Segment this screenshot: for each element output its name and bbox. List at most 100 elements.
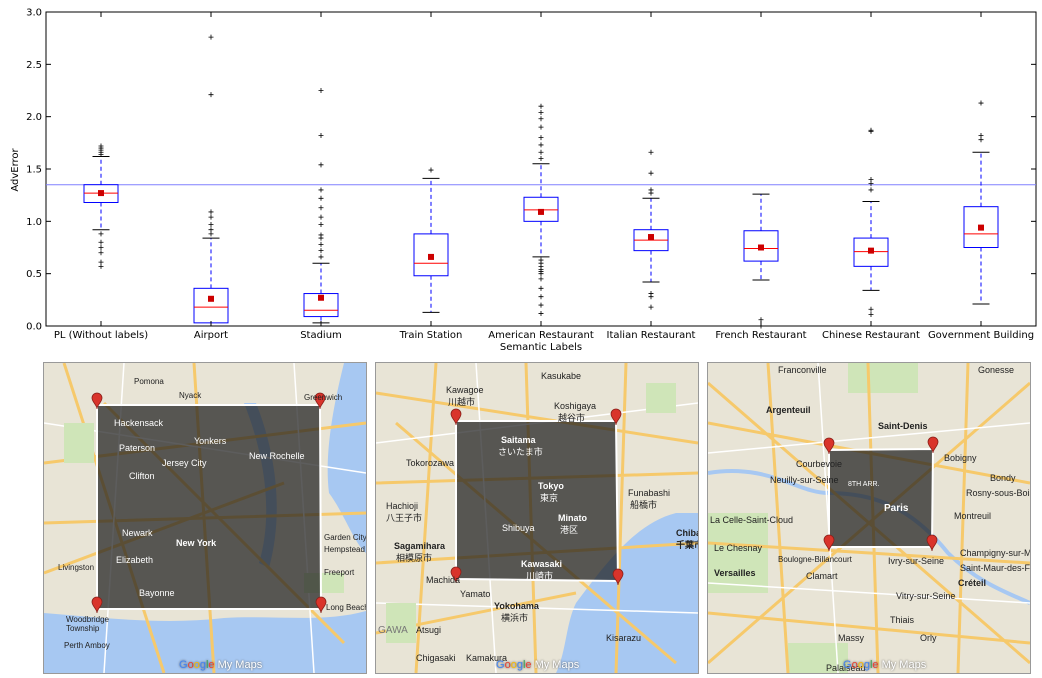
map-label: Vitry-sur-Seine (896, 591, 956, 601)
flier (98, 250, 104, 256)
map-label: Argenteuil (766, 405, 811, 415)
map-label: Yokohama (494, 601, 539, 611)
map-label: Montreuil (954, 511, 992, 521)
flier (208, 221, 214, 227)
flier (978, 100, 984, 106)
flier (868, 311, 874, 317)
map-label: Long Beach (326, 603, 367, 612)
flier (318, 214, 324, 220)
flier (648, 170, 654, 176)
mean-marker (538, 208, 544, 215)
mean-marker (98, 190, 104, 197)
mean-marker (868, 247, 874, 254)
google-my-maps-logo: Google My Maps (179, 659, 263, 671)
flier (318, 254, 324, 260)
flier (98, 239, 104, 245)
map-label: Bayonne (139, 588, 175, 598)
mean-marker (208, 295, 214, 302)
map-label: Boulogne-Billancourt (778, 555, 852, 564)
map-label: Kasukabe (541, 371, 582, 381)
flier (538, 109, 544, 115)
map-label: Hempstead (324, 545, 365, 554)
map-label: Rosny-sous-Bois (966, 488, 1031, 498)
map-label: Minato (558, 513, 587, 523)
map-label: 横浜市 (501, 613, 529, 623)
map-label: 8TH ARR. (848, 481, 880, 488)
map-label: Bobigny (944, 453, 977, 463)
flier (648, 291, 654, 297)
map-label: 越谷市 (558, 413, 586, 423)
flier (98, 143, 104, 149)
map-label: New York (176, 538, 217, 548)
map-label: 港区 (560, 525, 579, 535)
flier (648, 304, 654, 310)
map-label: Hachioji (386, 501, 419, 511)
x-tick-label: Train Station (399, 330, 463, 341)
map-label: Thiais (890, 615, 915, 625)
map-label: 川越市 (448, 397, 476, 407)
map-label: Chiba (676, 528, 699, 538)
map-label: Orly (920, 633, 937, 643)
flier (208, 227, 214, 233)
x-axis-label: Semantic Labels (500, 342, 582, 353)
flier (98, 263, 104, 269)
boxplot-chart: 0.0 0.5 1.0 1.5 2.0 2.5 3.0 PL (Without labels… (10, 8, 1037, 353)
box (193, 287, 229, 324)
map-label: Bondy (990, 473, 1016, 483)
map-label: Saint-Maur-des-Fossés (960, 563, 1031, 573)
mean-marker (758, 244, 764, 251)
x-tick-label: Stadium (300, 330, 342, 341)
map-label: GAWA (378, 625, 408, 636)
map-label: La Celle-Saint-Cloud (710, 515, 794, 525)
flier (868, 187, 874, 193)
flier (538, 285, 544, 291)
map-label: Newark (122, 528, 153, 538)
flier (648, 149, 654, 155)
map-label: 八王子市 (386, 513, 423, 523)
flier (208, 214, 214, 220)
map-label: Paterson (119, 443, 156, 453)
flier (318, 187, 324, 193)
google-my-maps-logo: Google My Maps (843, 659, 927, 671)
map-label: Garden City (324, 533, 367, 542)
x-tick-label: PL (Without labels) (54, 330, 148, 341)
map-label: Saint-Denis (878, 421, 928, 431)
flier (98, 231, 104, 237)
map-label: Elizabeth (116, 555, 154, 565)
flier (538, 149, 544, 155)
flier (98, 245, 104, 250)
flier (428, 167, 434, 173)
map-label: Kawasaki (521, 559, 563, 569)
map-label: 船橋市 (630, 500, 658, 510)
map-label: Machida (426, 575, 461, 585)
map-label: Hackensack (114, 418, 164, 428)
map-label: Kawagoe (446, 385, 484, 395)
x-tick-label: Italian Restaurant (607, 330, 696, 341)
flier (538, 103, 544, 109)
map-label: Neuilly-sur-Seine (770, 475, 839, 485)
map-label: Paris (884, 503, 909, 514)
map-label: さいたま市 (498, 447, 543, 457)
map-label: 川崎市 (526, 571, 554, 581)
mean-marker (428, 253, 434, 260)
box (743, 230, 779, 262)
flier (538, 135, 544, 141)
flier (538, 302, 544, 308)
flier (868, 176, 874, 182)
flier (538, 156, 544, 162)
map-label: Champigny-sur-Marne (960, 548, 1031, 558)
map-label: New Rochelle (249, 451, 305, 461)
flier (538, 124, 544, 130)
map-label: Palaiseau (826, 663, 866, 673)
map-label: Greenwich (304, 393, 343, 402)
x-tick-label: American Restaurant (488, 330, 594, 341)
flier (538, 294, 544, 300)
map-label: Jersey City (162, 458, 207, 468)
flier (978, 137, 984, 143)
map-label: Clifton (129, 471, 155, 481)
map-tokyo: Saitama さいたま市 Tokyo 東京 Minato 港区 Shibuya… (375, 362, 699, 674)
y-tick-label: 1.5 (26, 165, 42, 176)
x-tick-label: French Restaurant (715, 330, 806, 341)
map-label: Le Chesnay (714, 543, 763, 553)
y-axis-label: AdvError (10, 147, 21, 191)
